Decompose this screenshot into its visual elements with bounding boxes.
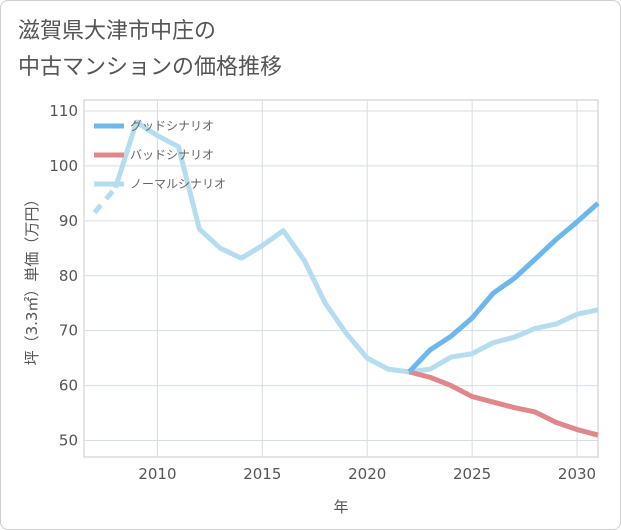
y-tick-label: 110 xyxy=(49,102,78,120)
y-tick-label: 90 xyxy=(59,212,78,230)
legend-normal-label: ノーマルシナリオ xyxy=(130,177,226,191)
series-line-normal-dashed xyxy=(92,186,118,215)
grid xyxy=(84,100,598,457)
series-line-bad xyxy=(408,369,599,438)
legend-bad-label: バッドシナリオ xyxy=(130,148,214,162)
x-tick-label: 2020 xyxy=(348,465,386,483)
tick-labels: 50 60 70 80 90 100 110 2010 2015 2020 2025 2030 xyxy=(49,102,596,483)
legend-good-label: グッドシナリオ xyxy=(130,119,214,133)
chart-title: 滋賀県大津市中庄の 中古マンションの価格推移 xyxy=(18,19,283,80)
series-line-good xyxy=(407,201,600,374)
y-tick-label: 100 xyxy=(49,157,78,175)
x-tick-label: 2025 xyxy=(453,465,491,483)
y-axis-label: 坪（3.3㎡）単価（万円） xyxy=(23,192,41,366)
x-axis-label: 年 xyxy=(333,498,348,516)
x-tick-label: 2015 xyxy=(243,465,281,483)
series-line-normal xyxy=(113,119,599,375)
x-tick-label: 2030 xyxy=(558,465,596,483)
y-tick-label: 60 xyxy=(59,377,78,395)
y-tick-label: 50 xyxy=(59,432,78,450)
y-tick-label: 80 xyxy=(59,267,78,285)
x-tick-label: 2010 xyxy=(138,465,176,483)
y-tick-label: 70 xyxy=(59,322,78,340)
series-lines xyxy=(92,119,600,438)
